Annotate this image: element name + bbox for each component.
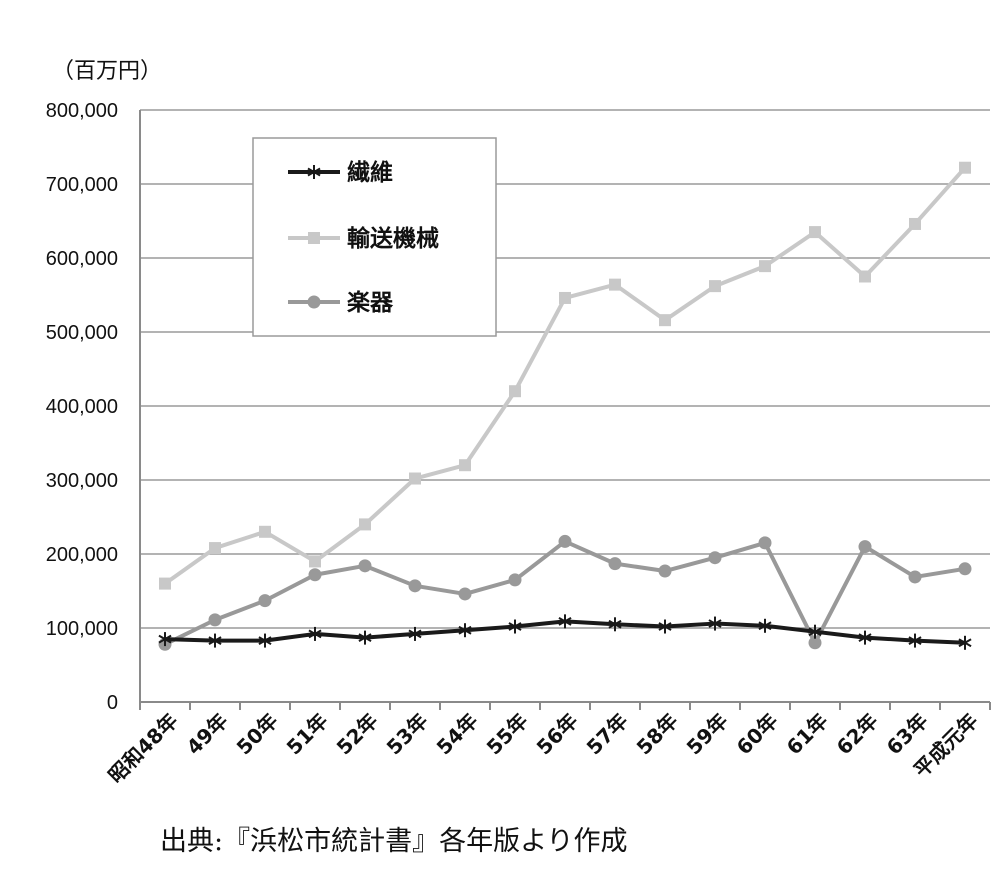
data-point-square [659,314,671,327]
x-tick-label: 60年 [732,709,783,760]
data-point-asterisk [908,633,922,648]
data-point-square [809,226,821,239]
series-line [164,539,966,647]
data-point-asterisk [558,614,572,629]
data-point-asterisk [358,630,372,645]
y-tick-label: 0 [107,692,118,714]
legend-item: 輸送機械 [288,225,439,252]
data-point-square [209,542,221,555]
legend-label: 繊維 [347,159,393,186]
x-tick-label: 55年 [482,709,533,760]
data-point-square [308,232,320,244]
y-tick-label: 500,000 [46,322,118,344]
data-point-square [259,525,271,538]
x-tick-label: 49年 [182,709,233,760]
y-axis-tick-labels: 0 100,000 200,000 300,000 400,000 500,000 600,… [46,100,118,714]
data-point-square [709,280,721,293]
x-tick-label: 54年 [432,709,483,760]
data-point-asterisk [307,165,321,179]
data-point-circle [508,573,522,587]
y-tick-label: 300,000 [46,470,118,492]
x-tick-label: 61年 [782,709,833,760]
data-point-asterisk [658,619,672,634]
data-point-asterisk [858,630,872,645]
y-tick-label: 700,000 [46,174,118,196]
data-point-circle [358,559,372,573]
data-point-square [409,472,421,485]
series [158,534,972,651]
x-axis: 昭和48年 49年 50年 51年 52年 53年 54年 55年 56年 57年 58年 59年 60… [103,110,991,788]
data-point-asterisk [508,619,522,634]
data-point-circle [958,562,972,576]
data-point-circle [608,557,622,571]
y-axis-unit-label: （百万円） [52,59,162,84]
data-point-square [859,270,871,283]
data-point-asterisk [408,626,422,641]
data-point-asterisk [258,633,272,648]
data-point-circle [658,564,672,578]
series-layer [158,161,972,651]
x-tick-label: 50年 [232,709,283,760]
data-point-circle [858,540,872,554]
data-point-square [909,217,921,230]
y-tick-label: 600,000 [46,248,118,270]
data-point-asterisk [158,632,172,647]
data-point-asterisk [758,618,772,633]
x-tick-label: 56年 [532,709,583,760]
y-tick-label: 400,000 [46,396,118,418]
data-point-square [459,459,471,472]
legend-label: 輸送機械 [347,225,439,252]
data-point-asterisk [308,626,322,641]
legend-item: 繊維 [288,159,393,186]
x-tick-label: 53年 [382,709,433,760]
data-point-square [759,260,771,273]
data-point-circle [458,587,472,601]
data-point-circle [708,551,722,565]
data-point-asterisk [208,633,222,648]
data-point-circle [808,636,822,650]
y-tick-label: 100,000 [46,618,118,640]
x-tick-label: 52年 [332,709,383,760]
data-point-square [959,161,971,174]
data-point-asterisk [808,624,822,639]
x-tick-label: 62年 [832,709,883,760]
data-point-square [359,518,371,531]
y-tick-label: 200,000 [46,544,118,566]
data-point-asterisk [708,616,722,631]
source-note: 出典:『浜松市統計書』各年版より作成 [160,826,628,857]
data-point-circle [558,534,572,548]
series [159,161,971,590]
x-tick-label: 51年 [282,709,333,760]
x-tick-label: 59年 [682,709,733,760]
data-point-circle [208,613,222,627]
data-point-square [159,577,171,590]
data-point-square [309,555,321,568]
data-point-circle [758,536,772,550]
data-point-circle [308,568,322,582]
x-tick-label: 58年 [632,709,683,760]
series [158,614,972,650]
data-point-asterisk [608,617,622,632]
data-point-circle [258,594,272,608]
data-point-circle [408,579,422,593]
data-point-circle [307,295,321,309]
data-point-square [559,291,571,304]
legend-item: 楽器 [288,289,394,316]
y-tick-label: 800,000 [46,100,118,122]
data-point-square [609,278,621,291]
data-point-circle [908,570,922,584]
data-point-asterisk [958,635,972,650]
data-point-square [509,385,521,398]
x-tick-label: 57年 [582,709,633,760]
x-tick-label: 昭和48年 [103,709,182,788]
data-point-asterisk [458,623,472,638]
legend-label: 楽器 [347,289,394,316]
